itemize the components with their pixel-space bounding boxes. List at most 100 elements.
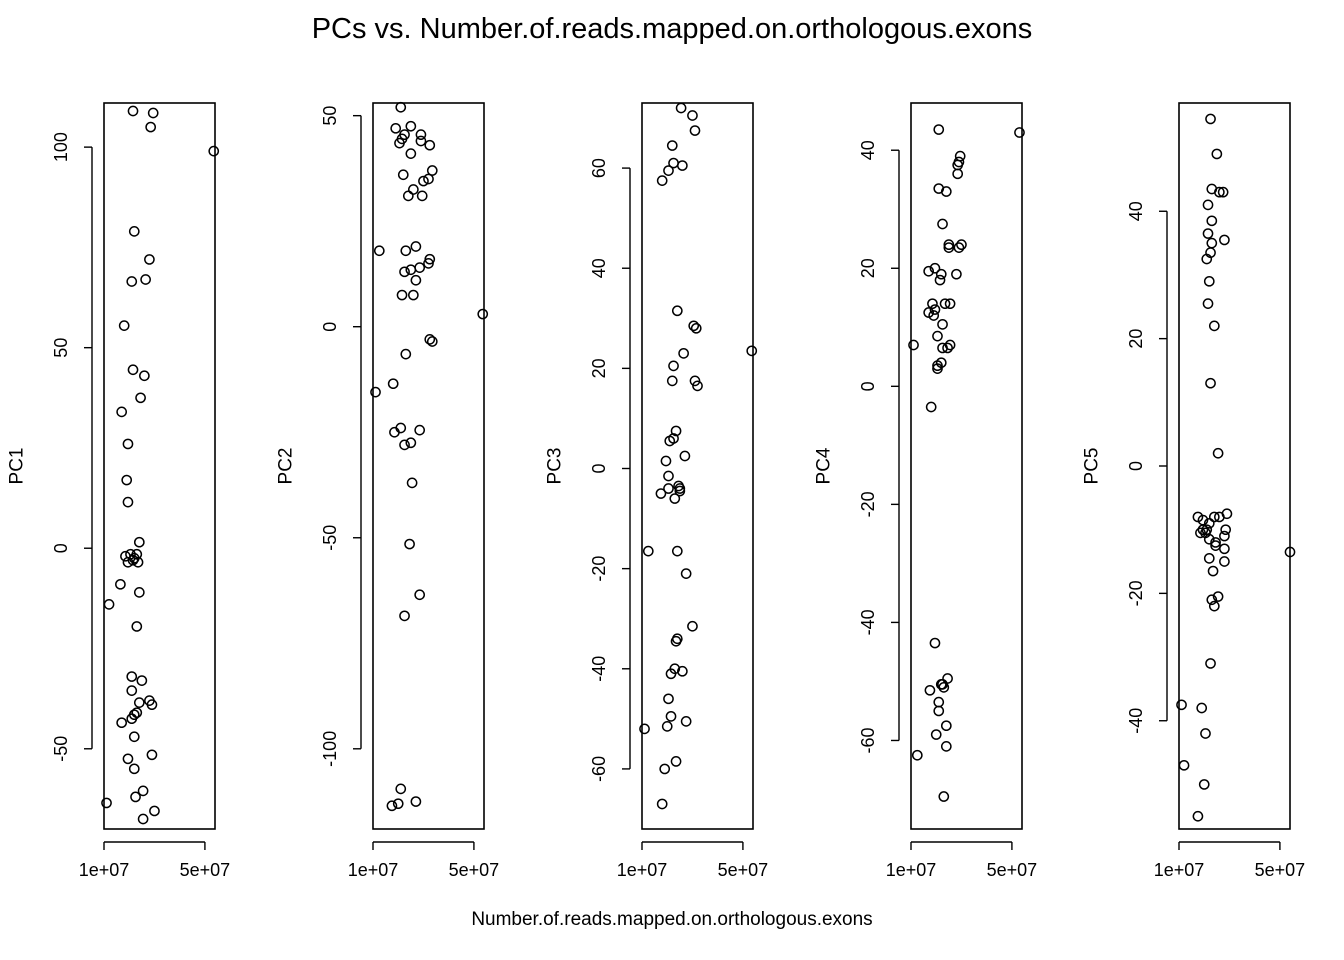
- y-tick-label: -50: [51, 736, 71, 762]
- data-point: [660, 455, 672, 467]
- data-point: [423, 258, 434, 269]
- data-point: [908, 339, 919, 351]
- y-axis: -100 -50 0 50: [320, 106, 362, 767]
- y-axis-label: PC2: [276, 448, 297, 485]
- data-point: [665, 710, 677, 722]
- data-point: [687, 110, 698, 121]
- y-tick-label: -100: [320, 731, 340, 767]
- data-point: [416, 190, 428, 202]
- data-point: [933, 705, 945, 717]
- data-point: [397, 169, 409, 181]
- y-axis: -60 -40 -20 0 20 40: [858, 140, 900, 753]
- data-point: [147, 107, 159, 119]
- data-point: [410, 241, 422, 252]
- data-point: [678, 347, 689, 359]
- data-point: [115, 578, 126, 590]
- data-point: [687, 620, 698, 632]
- data-point: [929, 637, 941, 649]
- data-point: [399, 439, 410, 451]
- panel-pc1: -50 0 50 100 PC1 1e+07 5e+07: [7, 102, 230, 880]
- data-point: [408, 184, 419, 195]
- data-point: [938, 681, 950, 693]
- data-point: [1203, 533, 1215, 545]
- data-point: [669, 663, 681, 675]
- data-point: [116, 717, 128, 729]
- y-tick-label: -60: [589, 756, 609, 782]
- data-point: [935, 357, 947, 369]
- data-point: [924, 684, 936, 696]
- data-point: [208, 145, 220, 157]
- y-tick-label: -40: [858, 609, 878, 635]
- data-point: [131, 621, 143, 632]
- data-point: [126, 671, 138, 682]
- data-point: [944, 339, 956, 351]
- data-point: [390, 122, 402, 134]
- data-point: [940, 720, 952, 732]
- data-point: [136, 675, 148, 686]
- y-tick-label: -20: [589, 556, 609, 582]
- y-tick-label: 0: [1126, 461, 1146, 471]
- y-axis-label: PC3: [545, 448, 566, 485]
- data-point: [133, 697, 145, 709]
- data-point: [405, 148, 417, 160]
- data-point: [663, 470, 674, 482]
- data-point: [942, 342, 953, 354]
- data-point: [1200, 728, 1211, 739]
- data-point: [131, 548, 143, 560]
- panel-pc3: -60 -40 -20 0 20 40 60 PC3 1e+07 5e+07: [545, 102, 769, 880]
- data-point: [373, 245, 385, 257]
- data-point: [954, 150, 966, 162]
- data-point: [666, 375, 678, 387]
- y-axis: -50 0 50 100: [51, 132, 93, 762]
- data-point: [930, 729, 942, 740]
- x-axis: 1e+07 5e+07: [1154, 841, 1305, 880]
- data-point: [477, 308, 489, 320]
- data-point: [1219, 556, 1230, 567]
- data-point: [396, 289, 408, 301]
- data-point: [680, 568, 692, 579]
- x-tick-label: 1e+07: [79, 860, 130, 880]
- x-axis: 1e+07 5e+07: [886, 841, 1037, 880]
- data-point: [938, 791, 950, 802]
- data-point: [126, 685, 138, 696]
- x-tick-label: 1e+07: [617, 860, 668, 880]
- data-point: [118, 320, 130, 331]
- y-tick-label: 0: [320, 322, 340, 332]
- data-point: [929, 262, 941, 274]
- y-axis-label: PC4: [814, 447, 835, 484]
- data-point: [1205, 658, 1216, 669]
- data-point: [130, 791, 141, 803]
- data-point: [675, 102, 687, 114]
- x-tick-label: 5e+07: [718, 860, 769, 880]
- data-point: [127, 105, 139, 117]
- data-point: [1206, 594, 1218, 606]
- data-point: [933, 696, 945, 708]
- y-tick-label: -20: [858, 491, 878, 517]
- data-point: [121, 474, 133, 486]
- data-point: [929, 304, 941, 315]
- data-point: [424, 253, 436, 265]
- y-tick-label: -40: [589, 656, 609, 682]
- data-point: [414, 262, 426, 273]
- data-point: [387, 378, 399, 390]
- data-point: [956, 239, 967, 251]
- data-point: [953, 156, 965, 168]
- y-tick-label: 20: [1126, 329, 1146, 349]
- data-point: [1210, 537, 1221, 548]
- data-point: [937, 218, 948, 230]
- data-point: [670, 756, 682, 767]
- data-point: [927, 298, 938, 310]
- data-point: [663, 693, 674, 705]
- plot-frame: [103, 102, 216, 830]
- data-point: [1205, 113, 1216, 125]
- data-point: [392, 798, 404, 810]
- data-point: [116, 406, 128, 418]
- data-point: [424, 334, 436, 345]
- data-point: [944, 298, 956, 310]
- data-point: [668, 157, 679, 169]
- data-point: [951, 268, 962, 280]
- panel-pc4: -60 -40 -20 0 20 40 PC4 1e+07 5e+07: [814, 102, 1037, 880]
- data-point: [122, 496, 134, 508]
- data-point: [937, 318, 948, 330]
- data-point: [146, 699, 158, 711]
